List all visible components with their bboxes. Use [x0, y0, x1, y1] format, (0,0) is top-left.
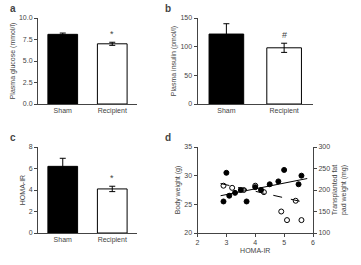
svg-text:b: b	[165, 3, 171, 14]
svg-text:6: 6	[311, 239, 315, 246]
svg-text:HOMA-IR: HOMA-IR	[240, 247, 270, 254]
svg-text:150: 150	[318, 208, 330, 215]
svg-text:0: 0	[188, 100, 192, 107]
svg-text:*: *	[110, 173, 114, 183]
svg-text:Plasma insulin (pmol/l): Plasma insulin (pmol/l)	[170, 26, 178, 96]
svg-text:c: c	[10, 132, 16, 143]
svg-text:0: 0	[29, 229, 33, 236]
svg-text:10.0: 10.0	[19, 14, 33, 21]
svg-text:HOMA-IR: HOMA-IR	[19, 175, 26, 205]
svg-text:Body weight (g): Body weight (g)	[174, 166, 182, 215]
svg-text:Transplanted fatpad weight (mg: Transplanted fatpad weight (mg)	[331, 165, 348, 215]
svg-text:250: 250	[318, 165, 330, 172]
svg-text:Recipient: Recipient	[98, 107, 127, 115]
svg-text:0.0: 0.0	[23, 100, 33, 107]
svg-text:5.0: 5.0	[23, 57, 33, 64]
svg-text:8: 8	[29, 143, 33, 150]
svg-text:2: 2	[196, 239, 200, 246]
svg-text:200: 200	[318, 186, 330, 193]
svg-text:3: 3	[224, 239, 228, 246]
svg-text:4: 4	[29, 186, 33, 193]
svg-text:Recipient: Recipient	[270, 107, 299, 115]
svg-text:Sham: Sham	[217, 107, 235, 114]
svg-text:Sham: Sham	[54, 236, 72, 243]
svg-text:5: 5	[282, 239, 286, 246]
svg-text:2: 2	[29, 208, 33, 215]
svg-text:*: *	[110, 29, 114, 39]
svg-text:300: 300	[318, 143, 330, 150]
svg-text:Recipient: Recipient	[98, 236, 127, 244]
svg-text:7.5: 7.5	[23, 36, 33, 43]
svg-text:50: 50	[184, 72, 192, 79]
svg-text:6: 6	[29, 165, 33, 172]
svg-text:150: 150	[180, 14, 192, 21]
svg-text:4: 4	[253, 239, 257, 246]
svg-text:30: 30	[184, 172, 192, 179]
svg-text:100: 100	[318, 229, 330, 236]
svg-text:a: a	[10, 3, 16, 14]
svg-text:Plasma glucose (mmol/l): Plasma glucose (mmol/l)	[9, 23, 17, 100]
svg-text:20: 20	[184, 229, 192, 236]
svg-text:#: #	[282, 30, 287, 40]
svg-text:25: 25	[184, 201, 192, 208]
svg-text:d: d	[165, 132, 171, 143]
svg-text:2.5: 2.5	[23, 79, 33, 86]
svg-text:100: 100	[180, 43, 192, 50]
svg-text:35: 35	[184, 143, 192, 150]
svg-text:Sham: Sham	[54, 107, 72, 114]
